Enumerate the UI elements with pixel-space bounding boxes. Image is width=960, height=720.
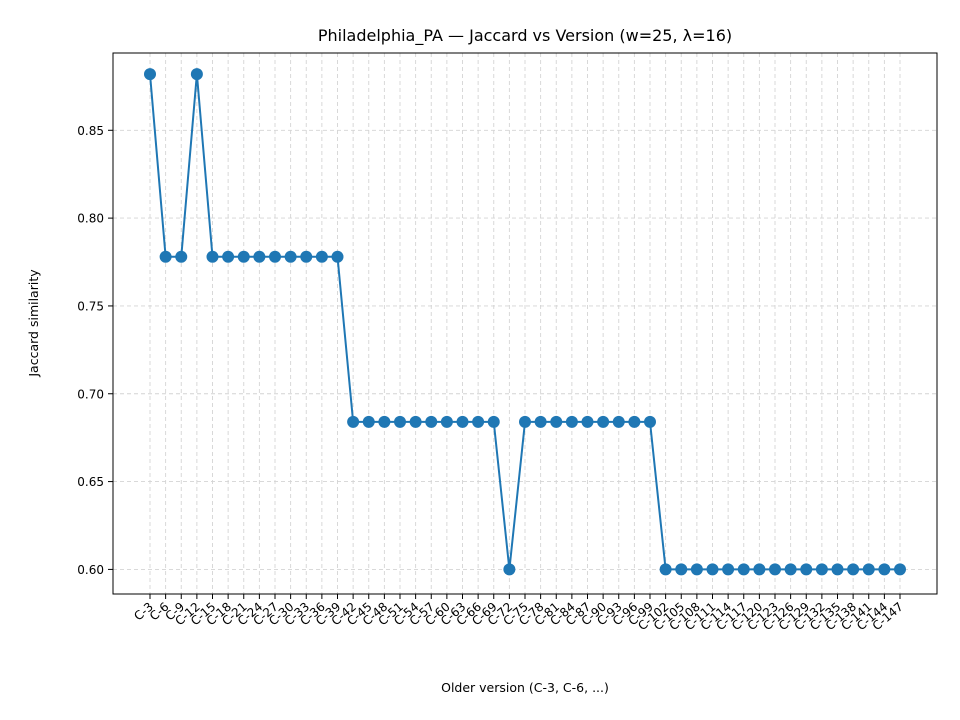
data-point (628, 415, 641, 428)
data-point (722, 563, 735, 576)
data-point (565, 415, 578, 428)
data-point (284, 250, 297, 263)
data-point (597, 415, 610, 428)
data-point (175, 250, 188, 263)
data-point (362, 415, 375, 428)
data-point (706, 563, 719, 576)
data-point (237, 250, 250, 263)
data-point (769, 563, 781, 576)
data-point (847, 563, 860, 576)
data-point (659, 563, 672, 576)
data-point (550, 415, 563, 428)
data-point (862, 563, 875, 576)
y-tick-label: 0.65 (77, 475, 104, 489)
data-point (144, 68, 156, 81)
data-point (378, 415, 391, 428)
y-tick-label: 0.60 (77, 563, 104, 577)
data-point (519, 415, 531, 428)
x-axis-label: Older version (C-3, C-6, ...) (441, 680, 609, 695)
data-point (784, 563, 797, 576)
data-point (394, 415, 406, 428)
data-point (815, 563, 828, 576)
series-layer (144, 68, 906, 576)
data-point (472, 415, 485, 428)
data-point (800, 563, 813, 576)
data-point (159, 250, 172, 263)
data-point (878, 563, 891, 576)
data-point (503, 563, 516, 576)
data-point (581, 415, 594, 428)
data-point (222, 250, 235, 263)
data-point (831, 563, 844, 576)
data-point (331, 250, 344, 263)
data-point (644, 415, 656, 428)
data-point (253, 250, 266, 263)
data-point (206, 250, 219, 263)
data-point (425, 415, 438, 428)
data-point (190, 68, 203, 81)
grid-layer (113, 53, 937, 594)
y-axis-label: Jaccard similarity (26, 269, 41, 378)
chart-title: Philadelphia_PA — Jaccard vs Version (w=… (318, 26, 732, 46)
plot-frame (112, 52, 938, 595)
data-point (534, 415, 547, 428)
data-point (690, 563, 703, 576)
data-point (737, 563, 750, 576)
y-tick-label: 0.70 (77, 387, 104, 401)
data-point (456, 415, 469, 428)
data-point (315, 250, 328, 263)
data-point (753, 563, 766, 576)
data-point (487, 415, 500, 428)
data-point (300, 250, 313, 263)
y-tick-label: 0.75 (77, 299, 104, 313)
data-point (612, 415, 625, 428)
tick-layer: C-3C-6C-9C-12C-15C-18C-21C-24C-27C-30C-3… (77, 124, 906, 633)
data-point (440, 415, 453, 428)
data-point (409, 415, 422, 428)
data-point (894, 563, 906, 576)
data-point (269, 250, 281, 263)
data-point (675, 563, 688, 576)
y-tick-label: 0.80 (77, 212, 104, 226)
y-tick-label: 0.85 (77, 124, 104, 138)
data-point (347, 415, 360, 428)
